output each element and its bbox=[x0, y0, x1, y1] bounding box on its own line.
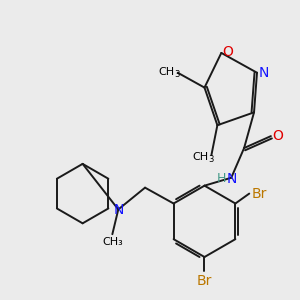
Text: O: O bbox=[222, 45, 233, 59]
Text: CH: CH bbox=[192, 152, 208, 162]
Text: CH₃: CH₃ bbox=[102, 237, 123, 247]
Text: CH: CH bbox=[159, 67, 175, 77]
Text: O: O bbox=[272, 129, 283, 143]
Text: 3: 3 bbox=[208, 155, 214, 164]
Text: N: N bbox=[227, 172, 237, 186]
Text: Br: Br bbox=[197, 274, 212, 288]
Text: 3: 3 bbox=[175, 70, 180, 79]
Text: Br: Br bbox=[251, 187, 267, 201]
Text: N: N bbox=[259, 66, 269, 80]
Text: H: H bbox=[217, 172, 226, 185]
Text: N: N bbox=[114, 203, 124, 218]
